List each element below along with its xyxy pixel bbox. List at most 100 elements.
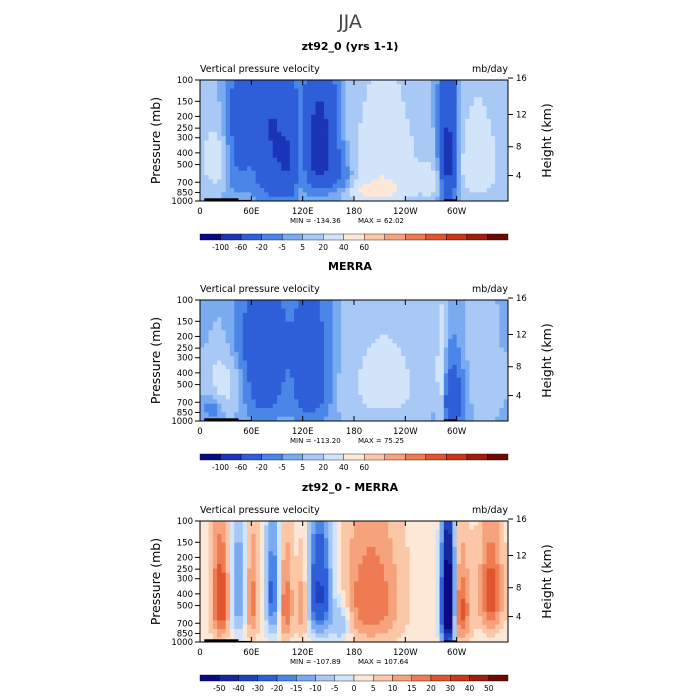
heatmap-cell: [439, 92, 445, 98]
heatmap-cell: [281, 403, 286, 409]
y-tick-label: 1000: [171, 417, 193, 427]
heatmap-cell: [375, 92, 381, 98]
heatmap-cell: [426, 382, 432, 387]
heatmap-cell: [204, 373, 209, 379]
heatmap-cell: [383, 356, 389, 361]
heatmap-cell: [371, 525, 376, 531]
heatmap-cell: [349, 412, 355, 418]
heatmap-cell: [448, 369, 453, 374]
heatmap-cell: [324, 521, 329, 526]
heatmap-cell: [413, 521, 419, 526]
heatmap-cell: [482, 118, 488, 124]
heatmap-cell: [418, 403, 423, 409]
heatmap-cell: [499, 373, 505, 379]
heatmap-cell: [503, 351, 509, 357]
heatmap-cell: [281, 364, 286, 370]
heatmap-cell: [473, 325, 479, 331]
heatmap-cell: [234, 551, 239, 556]
heatmap-cell: [200, 377, 205, 383]
heatmap-cell: [294, 521, 299, 526]
heatmap-cell: [405, 179, 411, 185]
heatmap-cell: [204, 114, 209, 120]
heatmap-cell: [221, 529, 227, 535]
heatmap-cell: [289, 140, 295, 146]
heatmap-cell: [332, 538, 338, 544]
heatmap-cell: [413, 149, 419, 154]
heatmap-cell: [443, 559, 449, 565]
heatmap-cell: [341, 330, 346, 335]
heatmap-cell: [371, 356, 376, 361]
heatmap-cell: [379, 183, 385, 189]
heatmap-cell: [311, 364, 316, 370]
heatmap-cell: [418, 399, 423, 405]
colorbar-label: -20: [255, 463, 267, 472]
heatmap-cell: [405, 105, 411, 111]
heatmap-cell: [268, 170, 274, 176]
heatmap-cell: [251, 521, 257, 526]
heatmap-cell: [435, 140, 440, 146]
heatmap-cell: [439, 183, 445, 189]
heatmap-cell: [221, 564, 227, 569]
heatmap-cell: [302, 521, 308, 526]
heatmap-cell: [486, 542, 492, 548]
heatmap-cell: [204, 136, 209, 141]
heatmap-cell: [242, 140, 248, 146]
heatmap-cell: [221, 369, 227, 374]
heatmap-cell: [418, 312, 423, 318]
heatmap-cell: [383, 149, 389, 154]
heatmap-cell: [431, 157, 436, 163]
heatmap-cell: [251, 416, 257, 422]
heatmap-cell: [375, 408, 381, 413]
heatmap-cell: [490, 166, 496, 172]
heatmap-cell: [298, 179, 304, 185]
heatmap-cell: [435, 118, 440, 124]
heatmap-cell: [204, 300, 209, 305]
heatmap-cell: [247, 416, 252, 422]
heatmap-cell: [306, 97, 312, 103]
heatmap-cell: [302, 317, 308, 323]
heatmap-cell: [418, 343, 423, 348]
heatmap-cell: [413, 88, 419, 94]
heatmap-cell: [268, 321, 274, 327]
heatmap-cell: [242, 386, 248, 392]
heatmap-cell: [247, 555, 252, 561]
heatmap-cell: [503, 334, 509, 340]
heatmap-cell: [251, 144, 257, 150]
heatmap-cell: [251, 136, 257, 141]
heatmap-cell: [315, 533, 321, 539]
heatmap-cell: [465, 351, 470, 357]
heatmap-cell: [332, 373, 338, 379]
heatmap-cell: [238, 114, 244, 120]
heatmap-cell: [396, 123, 402, 128]
heatmap-cell: [469, 144, 475, 150]
heatmap-cell: [422, 149, 428, 154]
heatmap-cell: [358, 356, 363, 361]
heatmap-cell: [392, 170, 398, 176]
heatmap-cell: [418, 408, 423, 413]
heatmap-cell: [456, 308, 462, 314]
heatmap-cell: [204, 408, 209, 413]
heatmap-cell: [422, 192, 428, 198]
heatmap-cell: [409, 555, 415, 561]
heatmap-cell: [315, 170, 321, 176]
height-tick-label: 16: [516, 294, 527, 304]
y-tick-label: 700: [177, 398, 193, 408]
heatmap-cell: [311, 170, 316, 176]
heatmap-cell: [358, 377, 363, 383]
heatmap-cell: [289, 408, 295, 413]
heatmap-cell: [413, 179, 419, 185]
heatmap-cell: [319, 351, 325, 357]
heatmap-cell: [349, 80, 355, 85]
y-tick-label: 500: [177, 161, 193, 171]
heatmap-cell: [349, 369, 355, 374]
heatmap-cell: [486, 308, 492, 314]
heatmap-cell: [247, 300, 252, 305]
heatmap-cell: [435, 308, 440, 314]
heatmap-cell: [358, 325, 363, 331]
heatmap-cell: [234, 325, 239, 331]
panel-title: MERRA: [328, 260, 372, 273]
height-tick-label: 12: [516, 111, 527, 121]
heatmap-cell: [452, 157, 458, 163]
heatmap-cell: [247, 179, 252, 185]
heatmap-cell: [503, 192, 509, 198]
